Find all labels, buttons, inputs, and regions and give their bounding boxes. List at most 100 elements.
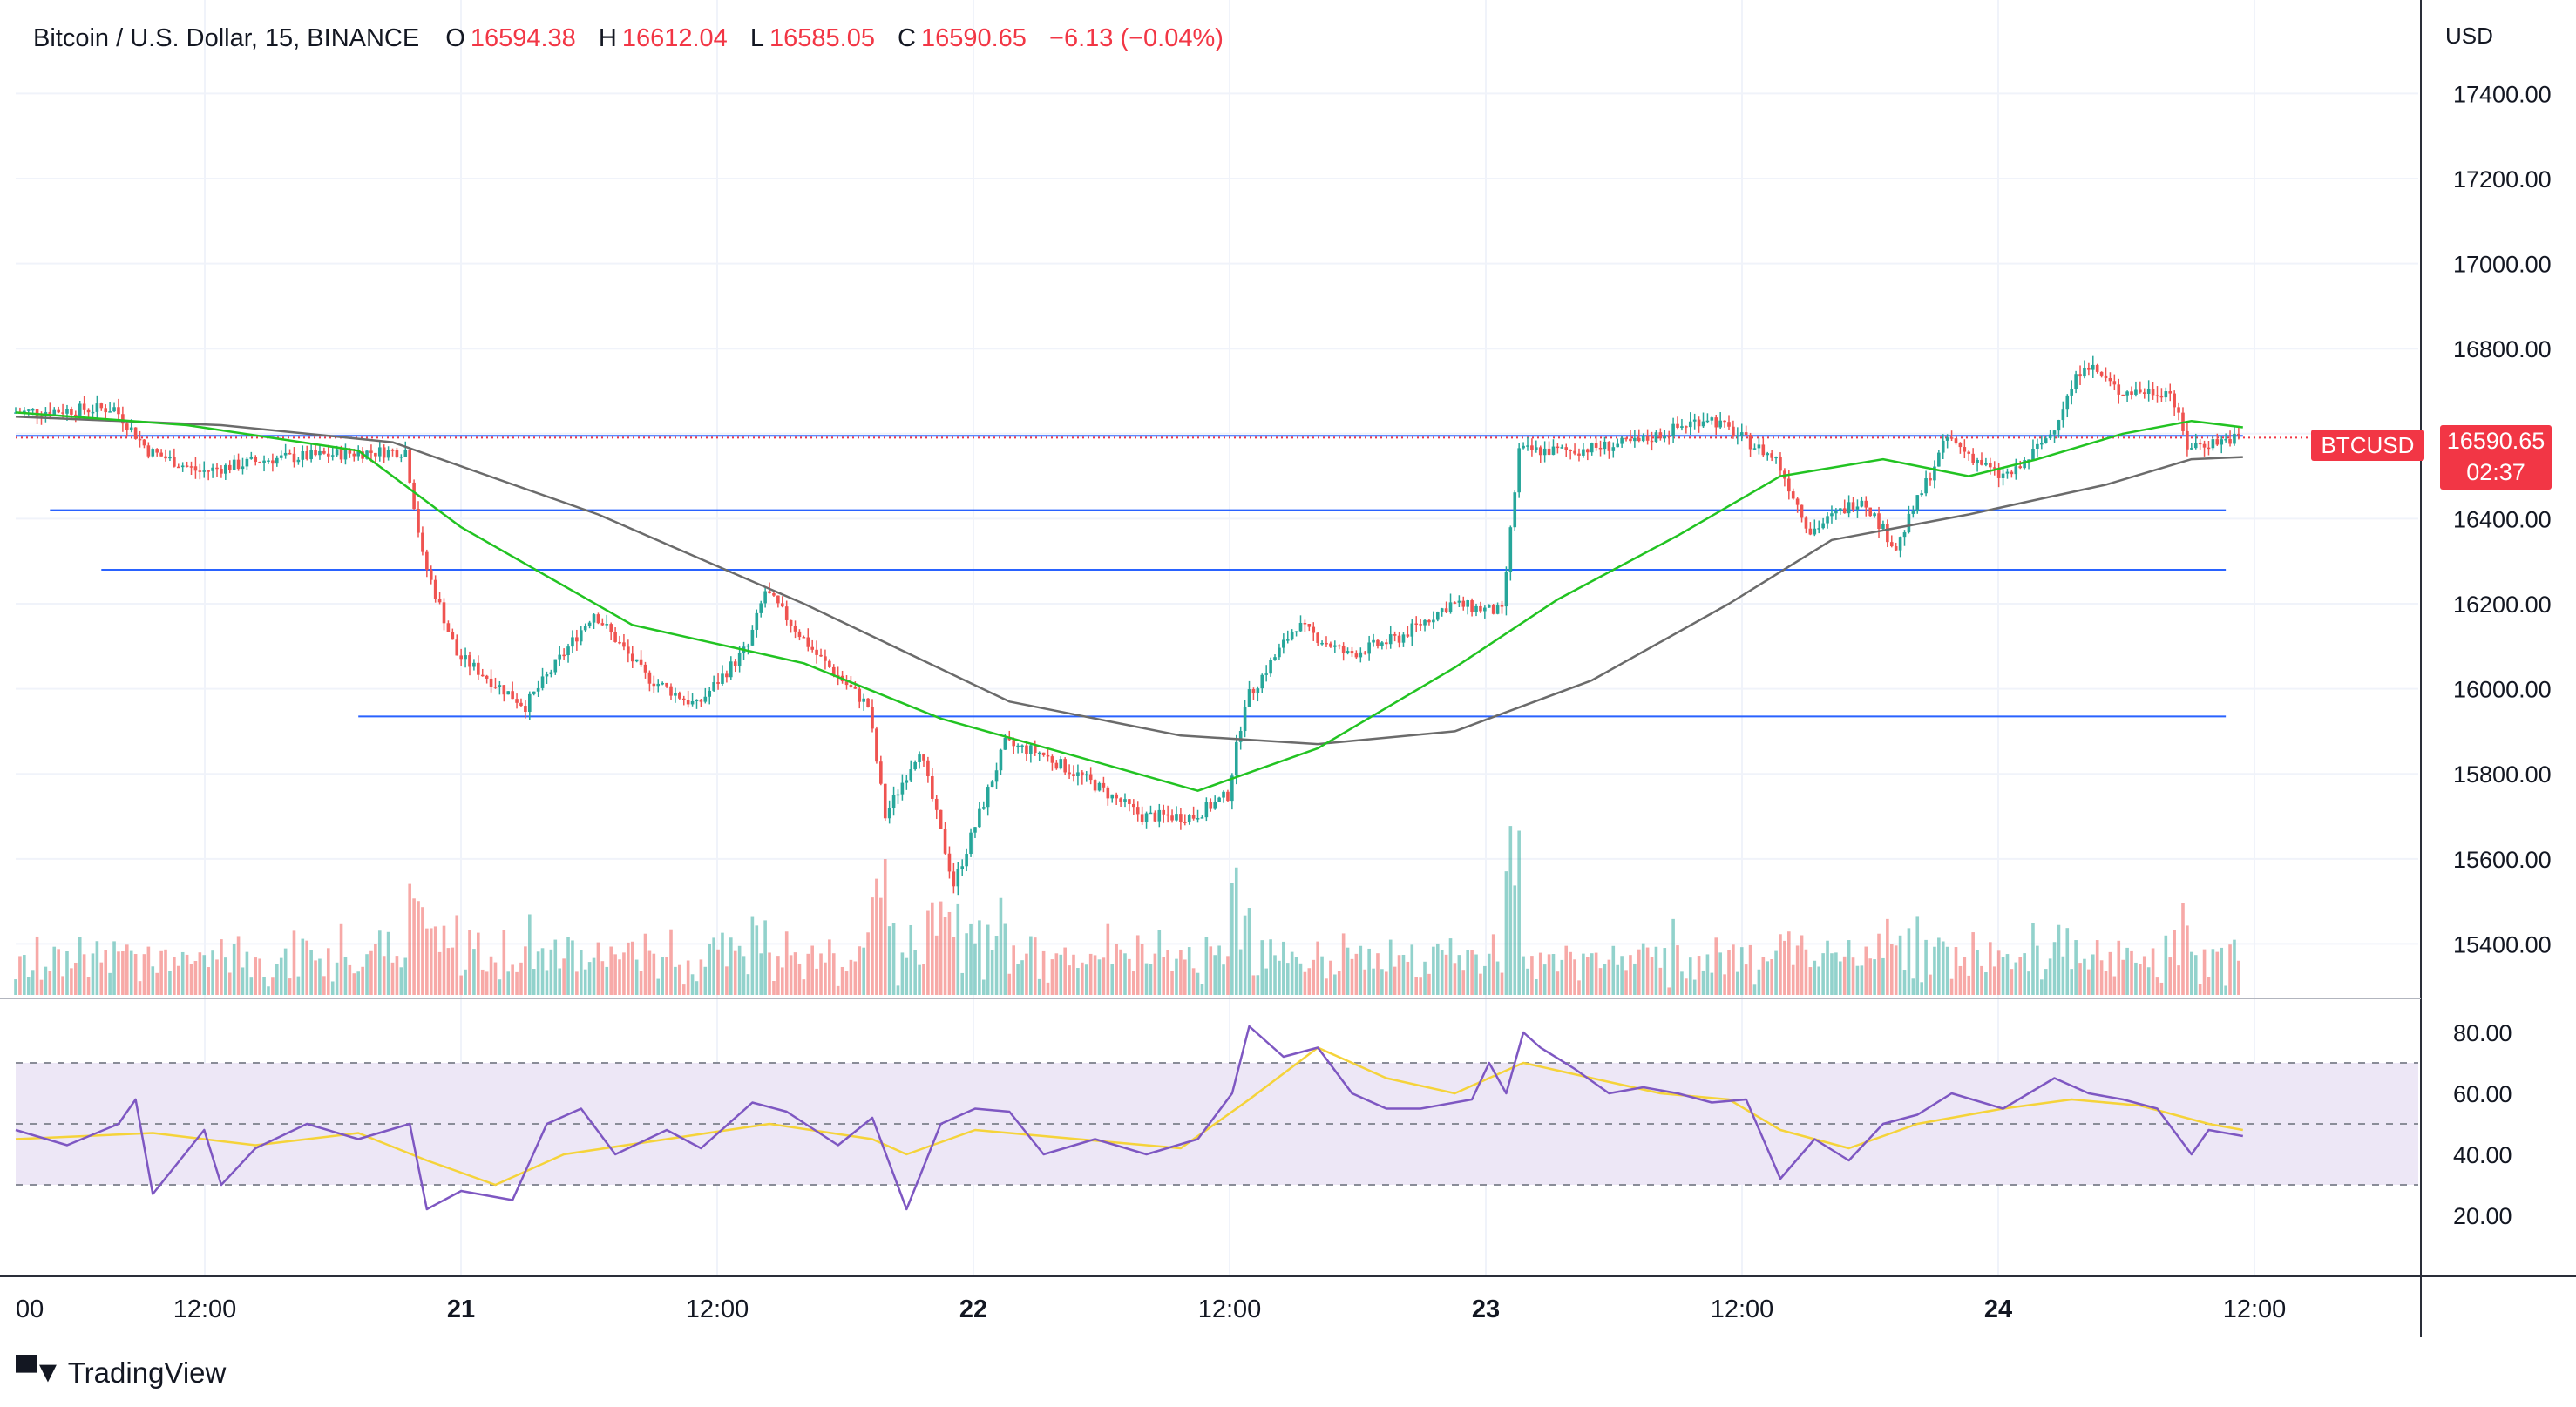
volume-bar	[1298, 963, 1303, 995]
volume-bar	[377, 930, 382, 995]
candle-body	[1179, 814, 1183, 822]
rsi-pane[interactable]	[15, 1025, 2418, 1211]
candle-body	[2001, 473, 2005, 478]
volume-bar	[613, 954, 617, 995]
volume-bar	[1162, 957, 1166, 995]
candle-body	[1645, 436, 1650, 441]
close-value: 16590.65	[920, 24, 1027, 52]
volume-bar	[1247, 908, 1251, 995]
volume-bar	[2061, 956, 2065, 995]
candle-body	[1097, 782, 1102, 791]
candle-body	[1346, 651, 1350, 653]
volume-bar	[1620, 956, 1624, 995]
candle-body	[2036, 443, 2039, 450]
volume-bar	[1461, 970, 1466, 995]
candle-body	[1989, 463, 1992, 468]
volume-bar	[618, 959, 621, 995]
candle-body	[198, 470, 202, 472]
volume-bar	[1881, 957, 1885, 995]
candle-body	[918, 754, 921, 762]
candle-body	[1996, 468, 2001, 478]
candle-body	[2087, 367, 2091, 370]
candle-body	[1868, 507, 1872, 517]
volume-bar	[1500, 972, 1504, 995]
volume-bar	[1577, 980, 1581, 995]
candle-body	[1088, 774, 1093, 781]
volume-bar	[656, 978, 661, 995]
volume-bar	[425, 928, 429, 995]
candle-body	[2146, 389, 2151, 394]
candle-body	[74, 414, 78, 416]
volume-bar	[1774, 950, 1778, 995]
candle-body	[2211, 439, 2215, 449]
candle-body	[48, 411, 52, 416]
volume-bar	[1175, 958, 1178, 995]
candle-body	[558, 654, 562, 660]
candle-body	[1902, 532, 1907, 538]
brand-name: TradingView	[67, 1356, 227, 1389]
candle-body	[716, 682, 720, 684]
candle-body	[831, 666, 836, 676]
candle-body	[348, 449, 352, 454]
volume-bar	[1980, 965, 1983, 995]
candle-body	[1337, 645, 1341, 647]
volume-bar	[57, 949, 60, 995]
volume-bar	[2130, 950, 2133, 995]
close-label: C	[898, 24, 916, 52]
open-label: O	[445, 24, 465, 52]
volume-bar	[630, 941, 634, 995]
volume-bar	[755, 925, 759, 995]
currency-label[interactable]: USD	[2445, 23, 2493, 49]
candle-body	[1637, 437, 1641, 442]
volume-bar	[1744, 964, 1748, 995]
candle-body	[151, 449, 155, 457]
candle-body	[605, 624, 609, 626]
volume-bar	[395, 956, 399, 995]
candle-body	[2074, 374, 2078, 389]
candle-body	[395, 450, 399, 457]
volume-bar	[674, 966, 677, 995]
candle-body	[1967, 451, 1971, 454]
symbol-title[interactable]: Bitcoin / U.S. Dollar, 15, BINANCE	[33, 24, 420, 52]
candle-body	[1676, 423, 1679, 428]
volume-bar	[909, 924, 913, 995]
candle-body	[2177, 407, 2180, 413]
candle-body	[2039, 443, 2044, 445]
volume-bar	[994, 936, 999, 995]
horizontal-levels[interactable]	[16, 435, 2418, 718]
candle-body	[1941, 440, 1945, 453]
volume-bar	[168, 971, 172, 995]
volume-bar	[1779, 934, 1782, 995]
volume-bar	[1050, 959, 1054, 995]
candle-body	[173, 457, 176, 467]
volume-bar	[472, 949, 476, 995]
candle-body	[442, 602, 446, 624]
candle-body	[1504, 572, 1508, 607]
candle-body	[634, 659, 639, 662]
tradingview-logo[interactable]: ▀▼ TradingView	[16, 1356, 226, 1390]
candles[interactable]	[14, 355, 2240, 896]
candle-body	[609, 624, 613, 632]
volume-bar	[446, 948, 451, 995]
volume-bar	[587, 962, 592, 995]
volume-bar	[802, 979, 806, 995]
volume-bar	[575, 971, 579, 995]
time-tick-label: 12:00	[173, 1295, 237, 1323]
candle-body	[1508, 527, 1513, 572]
candle-body	[596, 614, 600, 624]
candle-body	[947, 853, 952, 872]
volume-bar	[566, 937, 570, 995]
volume-bar	[1140, 944, 1144, 995]
volume-bar	[1680, 971, 1684, 995]
candle-body	[1072, 774, 1075, 776]
volume-bar	[780, 967, 784, 995]
volume-bar	[695, 981, 699, 995]
volume-bar	[853, 961, 858, 995]
volume-bar	[1787, 931, 1791, 995]
candle-body	[1654, 432, 1658, 443]
volume-bar	[173, 957, 176, 995]
volume-bar	[1808, 967, 1813, 995]
candle-body	[883, 783, 887, 819]
candle-body	[2224, 438, 2227, 441]
